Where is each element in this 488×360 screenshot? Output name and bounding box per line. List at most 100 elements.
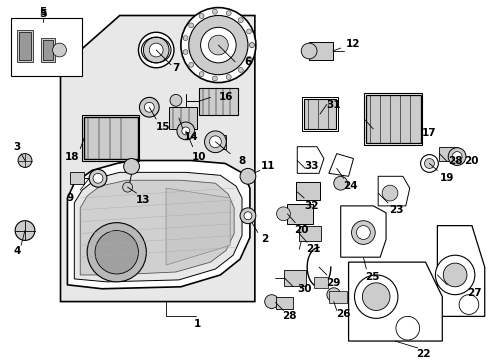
Text: 27: 27: [467, 288, 481, 298]
Circle shape: [95, 230, 138, 274]
Circle shape: [458, 295, 478, 314]
Text: 8: 8: [238, 156, 245, 166]
Text: 23: 23: [388, 205, 403, 215]
Text: 25: 25: [364, 272, 379, 282]
Circle shape: [434, 255, 474, 295]
Circle shape: [177, 122, 194, 140]
Circle shape: [356, 226, 369, 239]
Bar: [169, 107, 196, 129]
Circle shape: [301, 43, 316, 59]
Bar: [296, 182, 319, 200]
Polygon shape: [328, 154, 353, 176]
Circle shape: [200, 27, 236, 63]
Circle shape: [15, 221, 35, 240]
Circle shape: [240, 208, 255, 224]
Circle shape: [89, 170, 107, 187]
Circle shape: [226, 11, 231, 15]
Polygon shape: [41, 38, 55, 62]
Text: 9: 9: [67, 193, 74, 203]
Circle shape: [204, 131, 226, 153]
Polygon shape: [61, 15, 254, 302]
Circle shape: [181, 8, 255, 82]
Text: 28: 28: [282, 311, 296, 321]
Circle shape: [381, 185, 397, 201]
Circle shape: [199, 14, 203, 18]
Circle shape: [424, 158, 433, 168]
Text: 2: 2: [261, 234, 268, 244]
Circle shape: [122, 182, 132, 192]
Bar: [438, 147, 456, 161]
Circle shape: [447, 148, 465, 166]
Circle shape: [238, 18, 243, 23]
Circle shape: [246, 29, 251, 34]
Text: 7: 7: [172, 63, 179, 73]
Polygon shape: [166, 188, 230, 265]
Circle shape: [149, 43, 163, 57]
Circle shape: [212, 9, 217, 14]
Text: 16: 16: [219, 93, 233, 102]
Text: 1: 1: [194, 319, 201, 329]
Text: 30: 30: [296, 284, 311, 294]
Polygon shape: [17, 30, 33, 62]
Text: 33: 33: [303, 161, 318, 171]
Polygon shape: [74, 172, 242, 282]
Polygon shape: [297, 147, 323, 173]
Text: 24: 24: [343, 181, 357, 191]
Circle shape: [188, 62, 193, 67]
Text: 3: 3: [14, 142, 20, 152]
Circle shape: [123, 158, 139, 174]
Text: 4: 4: [13, 246, 21, 256]
Circle shape: [183, 50, 187, 54]
Circle shape: [326, 288, 340, 302]
Polygon shape: [42, 40, 53, 60]
Circle shape: [249, 42, 254, 48]
Circle shape: [144, 102, 154, 112]
Text: 5: 5: [39, 9, 46, 18]
Bar: [208, 135, 226, 149]
Text: 13: 13: [136, 195, 150, 205]
Bar: [11, 18, 82, 76]
Circle shape: [93, 173, 102, 183]
Bar: [308, 42, 332, 60]
Circle shape: [139, 97, 159, 117]
Polygon shape: [377, 176, 409, 206]
Text: 22: 22: [415, 349, 430, 359]
Circle shape: [209, 136, 221, 148]
Bar: [302, 97, 337, 131]
Circle shape: [138, 32, 174, 68]
Text: 12: 12: [346, 39, 360, 49]
Bar: [364, 94, 421, 145]
Polygon shape: [67, 161, 249, 289]
Circle shape: [238, 68, 243, 72]
Text: 26: 26: [336, 309, 350, 319]
Text: 20: 20: [463, 156, 477, 166]
Circle shape: [87, 223, 146, 282]
Text: 11: 11: [260, 161, 274, 171]
Text: 14: 14: [183, 132, 198, 142]
Circle shape: [18, 154, 32, 167]
Bar: [70, 172, 84, 184]
Circle shape: [170, 94, 182, 106]
Bar: [366, 95, 420, 143]
Text: 28: 28: [447, 156, 462, 166]
Text: 21: 21: [305, 244, 320, 254]
Text: 17: 17: [421, 128, 436, 138]
Circle shape: [188, 23, 193, 28]
Bar: [284, 270, 305, 286]
Circle shape: [351, 221, 374, 244]
Text: 20: 20: [293, 225, 308, 235]
Polygon shape: [19, 32, 31, 60]
Bar: [304, 99, 335, 129]
Circle shape: [362, 283, 389, 310]
Polygon shape: [348, 262, 441, 341]
Circle shape: [276, 207, 290, 221]
Circle shape: [333, 176, 347, 190]
Text: 32: 32: [303, 201, 318, 211]
Circle shape: [182, 127, 189, 135]
Circle shape: [188, 15, 247, 75]
Circle shape: [443, 263, 466, 287]
Bar: [299, 226, 320, 242]
Text: 29: 29: [326, 278, 340, 288]
Circle shape: [208, 35, 228, 55]
Circle shape: [240, 168, 255, 184]
